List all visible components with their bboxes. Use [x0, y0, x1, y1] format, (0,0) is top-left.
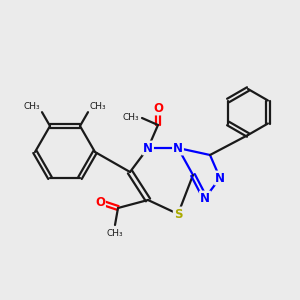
Text: CH₃: CH₃: [122, 113, 139, 122]
Text: CH₃: CH₃: [23, 102, 40, 111]
Text: O: O: [153, 101, 163, 115]
Text: O: O: [95, 196, 105, 208]
Text: N: N: [215, 172, 225, 184]
Text: CH₃: CH₃: [107, 229, 123, 238]
Text: S: S: [174, 208, 182, 220]
Text: CH₃: CH₃: [90, 102, 106, 111]
Text: N: N: [173, 142, 183, 154]
Text: N: N: [200, 191, 210, 205]
Text: N: N: [143, 142, 153, 154]
